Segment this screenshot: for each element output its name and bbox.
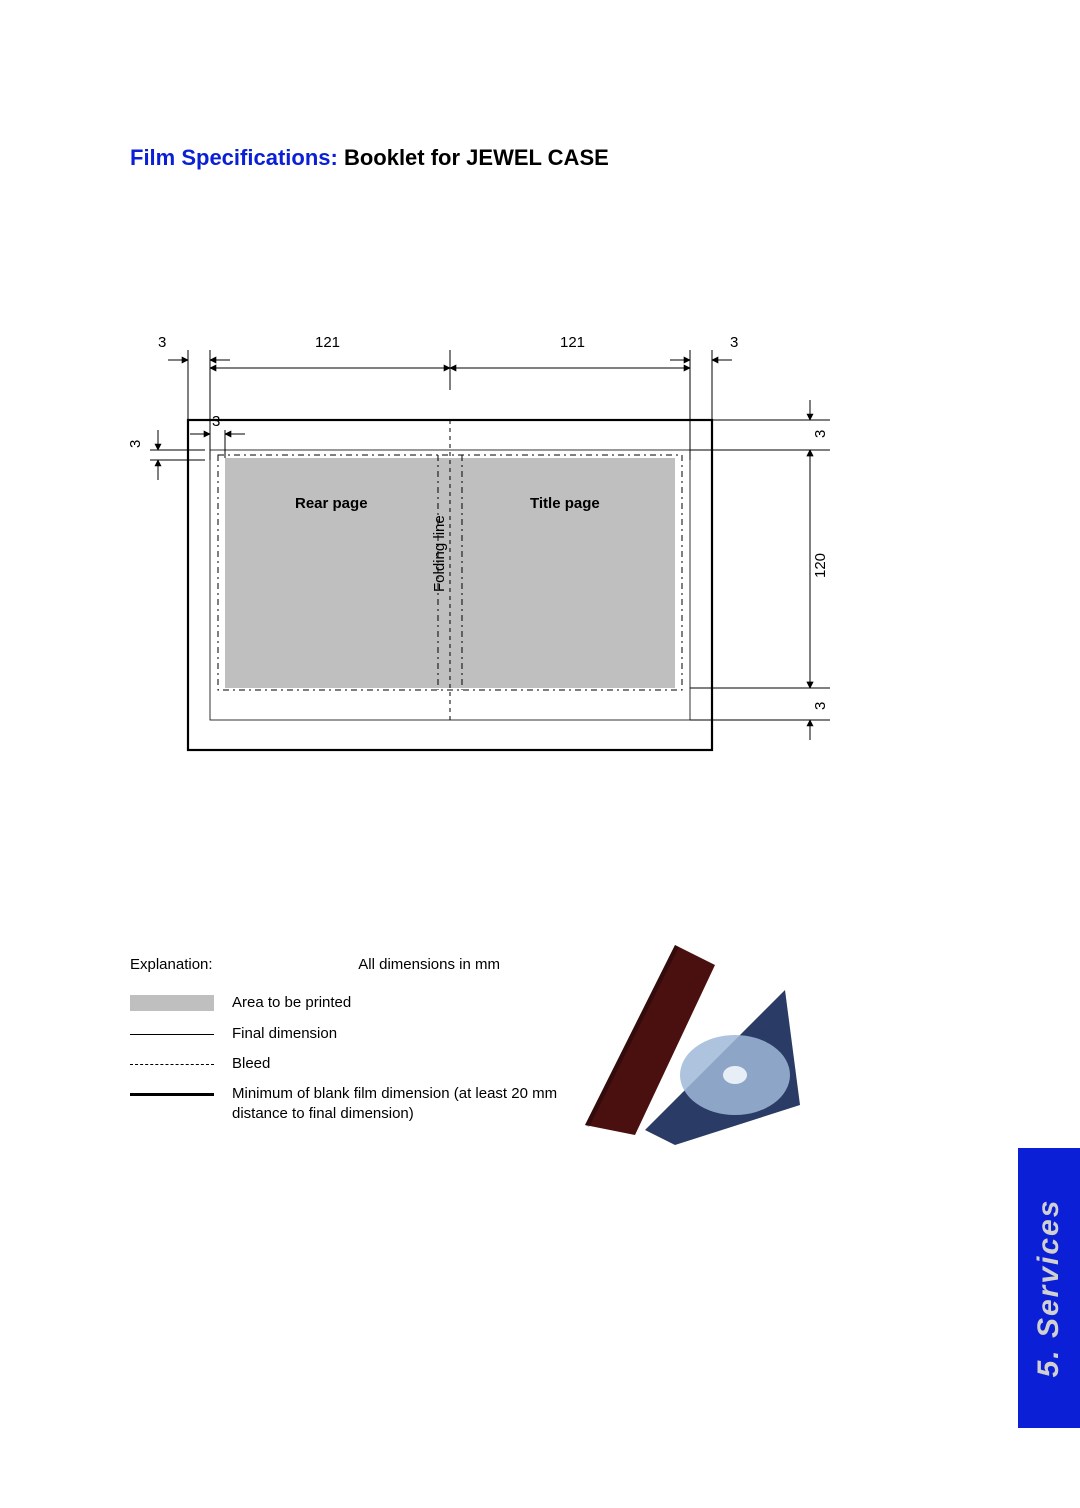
legend-text: Minimum of blank film dimension (at leas…	[232, 1084, 610, 1125]
fold-label: Folding line	[431, 515, 448, 592]
legend-key-swatch	[130, 995, 214, 1011]
legend: Explanation: All dimensions in mm Area t…	[130, 955, 610, 1135]
title-rest: Booklet for JEWEL CASE	[338, 145, 609, 170]
spec-diagram: 3 121 121 3 3 3	[130, 330, 850, 790]
rear-page-label: Rear page	[295, 495, 368, 512]
dim-top-w1: 121	[315, 334, 340, 351]
legend-text: Bleed	[232, 1054, 270, 1074]
product-photo	[555, 895, 815, 1155]
legend-row: Final dimension	[130, 1024, 610, 1044]
dim-top-w2: 121	[560, 334, 585, 351]
dim-right-bottom-3: 3	[812, 702, 829, 710]
legend-row: Area to be printed	[130, 993, 610, 1013]
dim-left-3: 3	[130, 440, 144, 448]
dim-right-height: 120	[812, 553, 829, 578]
dim-top-left: 3	[158, 334, 166, 351]
section-tab: 5. Services	[1018, 1148, 1080, 1428]
page-title: Film Specifications: Booklet for JEWEL C…	[130, 145, 609, 171]
title-page-label: Title page	[530, 495, 600, 512]
legend-key-bleed	[130, 1064, 214, 1065]
legend-key-film	[130, 1093, 214, 1096]
legend-row: Bleed	[130, 1054, 610, 1074]
legend-header-right: All dimensions in mm	[358, 955, 500, 975]
section-tab-label: 5. Services	[1032, 1199, 1066, 1378]
dim-top-right: 3	[730, 334, 738, 351]
page: Film Specifications: Booklet for JEWEL C…	[0, 0, 1080, 1508]
title-highlight: Film Specifications:	[130, 145, 338, 170]
legend-row: Minimum of blank film dimension (at leas…	[130, 1084, 610, 1125]
legend-key-final	[130, 1034, 214, 1035]
legend-text: Final dimension	[232, 1024, 337, 1044]
legend-text: Area to be printed	[232, 993, 351, 1013]
legend-header-left: Explanation:	[130, 955, 213, 975]
dim-inner-3: 3	[212, 413, 220, 430]
dim-right-top-3: 3	[812, 430, 829, 438]
